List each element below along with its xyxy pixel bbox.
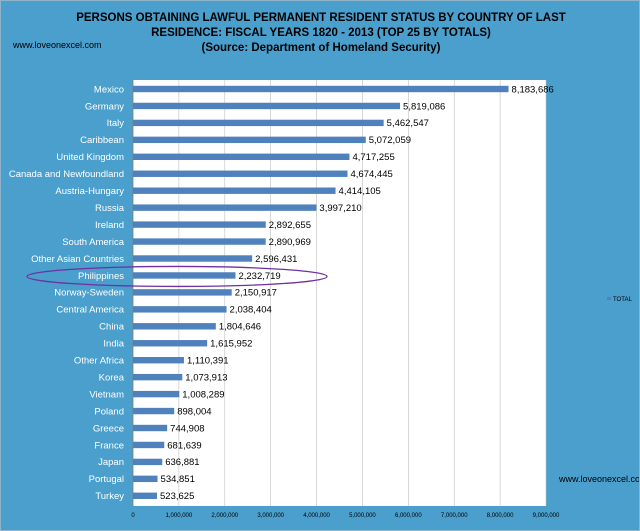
- bar-canada-and-newfoundland: [133, 170, 348, 177]
- category-label-philippines: Philippines: [78, 271, 124, 282]
- value-label-poland: 898,004: [177, 406, 211, 417]
- x-tick-label: 1,000,000: [166, 513, 193, 519]
- bar-philippines: [133, 272, 236, 279]
- bars-group: Mexico 8,183,686 Germany 5,819,086 Italy 5,46…: [9, 84, 554, 502]
- x-tick-label: 0: [131, 513, 135, 519]
- category-label-mexico: Mexico: [94, 84, 124, 95]
- value-label-france: 681,639: [167, 440, 201, 451]
- bar-mexico: [133, 85, 509, 93]
- x-tick-label: 3,000,000: [257, 513, 284, 519]
- category-label-germany: Germany: [85, 101, 124, 112]
- x-tick-label: 6,000,000: [395, 513, 422, 519]
- value-label-germany: 5,819,086: [403, 101, 445, 112]
- bar-china: [133, 323, 216, 330]
- x-tick-label: 8,000,000: [487, 513, 514, 519]
- value-label-philippines: 2,232,719: [238, 271, 280, 282]
- category-label-poland: Poland: [94, 406, 124, 417]
- bar-korea: [133, 373, 183, 381]
- value-label-south-america: 2,890,969: [269, 237, 311, 248]
- bar-austria-hungary: [133, 187, 336, 194]
- bar-india: [133, 340, 208, 347]
- x-tick-label: 9,000,000: [533, 513, 560, 519]
- value-label-other-africa: 1,110,391: [187, 356, 229, 367]
- bar-russia: [133, 204, 317, 211]
- category-label-vietnam: Vietnam: [89, 389, 124, 400]
- bar-germany: [133, 102, 401, 110]
- value-label-caribbean: 5,072,059: [369, 135, 411, 146]
- category-label-russia: Russia: [95, 203, 125, 214]
- value-label-korea: 1,073,913: [185, 372, 227, 383]
- category-label-caribbean: Caribbean: [80, 135, 124, 146]
- value-label-greece: 744,908: [170, 423, 204, 434]
- bar-portugal: [133, 475, 158, 483]
- value-label-united-kingdom: 4,717,255: [352, 152, 394, 163]
- category-label-italy: Italy: [107, 118, 125, 129]
- chart-title-line-1: PERSONS OBTAINING LAWFUL PERMANENT RESID…: [76, 12, 566, 24]
- category-label-norway-sweden: Norway-Sweden: [54, 288, 124, 299]
- bar-norway-sweden: [133, 289, 232, 296]
- site-label-top: www.loveonexcel.com: [12, 40, 102, 50]
- value-label-mexico: 8,183,686: [512, 84, 554, 95]
- x-tick-label: 7,000,000: [441, 513, 468, 519]
- site-label-bottom: www.loveonexcel.com: [558, 474, 639, 484]
- value-label-ireland: 2,892,655: [269, 220, 311, 231]
- bar-poland: [133, 407, 175, 415]
- legend-swatch: [607, 297, 611, 300]
- x-tick-label: 2,000,000: [211, 513, 238, 519]
- value-label-austria-hungary: 4,414,105: [339, 186, 381, 197]
- legend-label: TOTAL: [613, 297, 632, 303]
- value-label-china: 1,804,646: [219, 322, 261, 333]
- category-label-canada-and-newfoundland: Canada and Newfoundland: [9, 169, 124, 180]
- value-label-canada-and-newfoundland: 4,674,445: [351, 169, 393, 180]
- x-tick-label: 4,000,000: [303, 513, 330, 519]
- bar-south-america: [133, 238, 266, 245]
- bar-france: [133, 441, 165, 449]
- philippines-highlight-ellipse: [26, 265, 328, 288]
- category-label-france: France: [94, 440, 124, 451]
- value-label-turkey: 523,625: [160, 491, 194, 502]
- category-label-china: China: [99, 322, 125, 333]
- gridlines: [132, 80, 547, 506]
- value-label-russia: 3,997,210: [319, 203, 361, 214]
- value-label-india: 1,615,952: [210, 339, 252, 350]
- bar-japan: [133, 458, 163, 466]
- category-label-japan: Japan: [98, 457, 124, 468]
- category-label-south-america: South America: [62, 237, 124, 248]
- category-label-central-america: Central America: [56, 305, 124, 316]
- bar-other-africa: [133, 357, 184, 364]
- value-label-other-asian-countries: 2,596,431: [255, 254, 297, 265]
- bar-turkey: [133, 492, 158, 499]
- category-label-turkey: Turkey: [95, 491, 124, 502]
- category-label-india: India: [103, 339, 124, 350]
- value-label-central-america: 2,038,404: [230, 305, 272, 316]
- bar-italy: [133, 119, 384, 127]
- bar-caribbean: [133, 136, 366, 144]
- category-label-portugal: Portugal: [89, 474, 124, 485]
- bar-united-kingdom: [133, 153, 350, 160]
- category-label-united-kingdom: United Kingdom: [56, 152, 124, 163]
- value-label-norway-sweden: 2,150,917: [235, 288, 277, 299]
- bar-ireland: [133, 221, 266, 228]
- value-label-japan: 636,881: [165, 457, 199, 468]
- x-tick-label: 5,000,000: [349, 513, 376, 519]
- category-label-korea: Korea: [99, 372, 125, 383]
- value-label-italy: 5,462,547: [387, 118, 429, 129]
- chart-title-line-2: RESIDENCE: FISCAL YEARS 1820 - 2013 (TOP…: [151, 27, 491, 39]
- bar-other-asian-countries: [133, 255, 253, 262]
- value-label-portugal: 534,851: [161, 474, 195, 485]
- x-axis-ticks: 0 1,000,000 2,000,000 3,000,000 4,000,000 5,0…: [131, 513, 560, 519]
- bar-central-america: [133, 306, 227, 313]
- category-label-other-asian-countries: Other Asian Countries: [31, 254, 124, 265]
- category-label-ireland: Ireland: [95, 220, 124, 231]
- value-label-vietnam: 1,008,289: [182, 389, 224, 400]
- bar-vietnam: [133, 390, 180, 398]
- category-label-austria-hungary: Austria-Hungary: [55, 186, 124, 197]
- category-label-other-africa: Other Africa: [74, 356, 125, 367]
- bar-greece: [133, 424, 168, 432]
- chart-title-line-3: (Source: Department of Homeland Security…: [202, 42, 441, 54]
- category-label-greece: Greece: [93, 423, 124, 434]
